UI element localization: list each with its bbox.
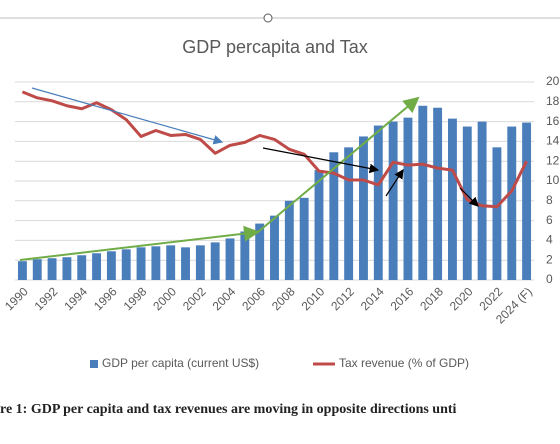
bar	[403, 117, 413, 280]
y2-tick-label: 6	[546, 213, 553, 227]
x-tick-label: 1992	[32, 284, 61, 313]
bar	[433, 107, 443, 281]
annotations	[19, 87, 479, 261]
bar	[240, 231, 250, 280]
bar	[344, 147, 354, 280]
y2-tick-label: 0	[546, 272, 553, 286]
bar	[62, 257, 72, 280]
x-tick-label: 1990	[2, 284, 31, 313]
bar	[492, 147, 502, 280]
trend-arrow	[262, 147, 380, 174]
y2-tick-label: 12	[546, 153, 560, 167]
bar	[329, 152, 339, 280]
bar	[447, 118, 457, 280]
x-tick-label: 2008	[269, 284, 298, 313]
bar	[522, 122, 532, 280]
bar	[270, 215, 279, 280]
bar	[477, 121, 487, 280]
x-tick-label: 1994	[61, 284, 90, 313]
y2-tick-label: 2	[546, 252, 553, 266]
trend-arrow	[19, 225, 260, 261]
y2-tick-label: 16	[546, 114, 560, 128]
bar	[284, 200, 294, 280]
bar	[462, 126, 472, 280]
bar	[181, 247, 190, 280]
bar	[195, 245, 205, 280]
trend-arrow	[459, 187, 479, 207]
bar	[151, 246, 161, 280]
bar	[47, 258, 57, 280]
legend-swatch	[90, 360, 98, 368]
bar	[299, 197, 309, 280]
x-tick-label: 2002	[180, 284, 209, 313]
bar	[32, 259, 42, 280]
x-tick-label: 2010	[299, 284, 328, 313]
bar	[210, 242, 220, 280]
y2-tick-label: 14	[546, 134, 560, 148]
y2-tick-label: 4	[546, 233, 553, 247]
x-tick-label: 2006	[239, 284, 268, 313]
trend-arrow	[257, 96, 420, 233]
trend-arrow	[385, 168, 404, 197]
bar	[507, 126, 517, 280]
line	[21, 90, 528, 209]
x-tick-label: 2018	[417, 284, 446, 313]
legend-label: GDP per capita (current US$)	[102, 356, 259, 370]
bar	[225, 238, 235, 280]
bar	[17, 261, 27, 280]
y2-tick-label: 8	[546, 193, 553, 207]
trend-arrow	[31, 87, 224, 145]
bar	[166, 245, 176, 280]
x-tick-label: 2012	[328, 284, 357, 313]
legend: GDP per capita (current US$) Tax revenue …	[90, 356, 469, 370]
x-tick-label: 1996	[91, 284, 120, 313]
bar	[136, 247, 146, 280]
frame-handle	[263, 13, 273, 23]
bar	[418, 105, 428, 280]
bar	[373, 125, 383, 280]
x-tick-label: 2014	[358, 284, 387, 313]
bar	[314, 170, 324, 280]
x-tick-label: 2020	[447, 284, 476, 313]
y2-tick-label: 10	[546, 173, 560, 187]
bar	[121, 249, 131, 280]
bar	[92, 253, 102, 280]
y2-tick-label: 18	[546, 94, 560, 108]
bar	[388, 121, 398, 280]
caption: re 1: GDP per capita and tax revenues ar…	[0, 402, 457, 417]
legend-label: Tax revenue (% of GDP)	[339, 356, 469, 370]
x-tick-label: 1998	[121, 284, 150, 313]
bar	[77, 255, 87, 280]
chart-title: GDP percapita and Tax	[182, 37, 367, 57]
x-tick-label: 2016	[388, 284, 417, 313]
x-tick-label: 2004	[210, 284, 239, 313]
bar	[359, 136, 368, 280]
bar	[255, 223, 265, 280]
x-tick-label: 2000	[150, 284, 179, 313]
y2-tick-label: 20	[546, 74, 560, 88]
bar	[106, 251, 116, 280]
